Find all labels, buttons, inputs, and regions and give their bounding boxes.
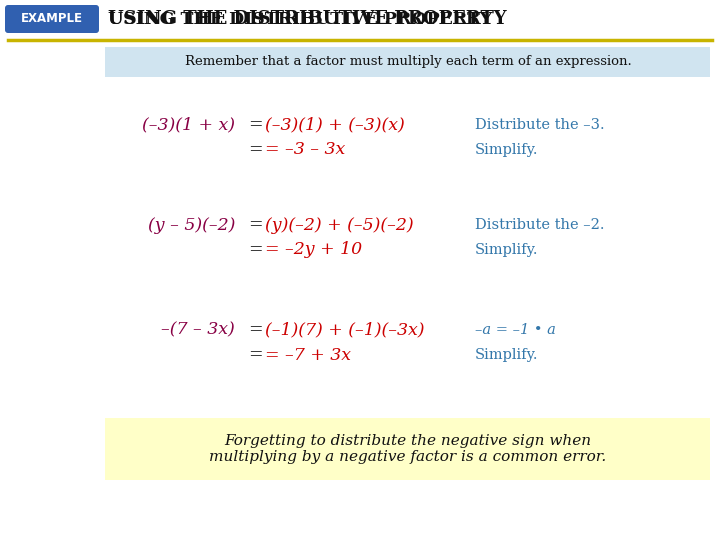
Text: (y – 5)(–2): (y – 5)(–2)	[148, 217, 235, 233]
FancyBboxPatch shape	[5, 5, 99, 33]
Text: =: =	[248, 141, 262, 159]
Text: =: =	[248, 217, 262, 233]
Text: = –2y + 10: = –2y + 10	[265, 241, 362, 259]
Text: =: =	[248, 117, 262, 133]
Text: Distribute the –2.: Distribute the –2.	[475, 218, 605, 232]
Text: Forgetting to distribute the negative sign when
multiplying by a negative factor: Forgetting to distribute the negative si…	[210, 434, 607, 464]
FancyBboxPatch shape	[105, 418, 710, 480]
Text: (–3)(1) + (–3)(x): (–3)(1) + (–3)(x)	[265, 117, 405, 133]
Text: = –7 + 3x: = –7 + 3x	[265, 347, 351, 363]
Text: =: =	[248, 241, 262, 259]
Text: (y)(–2) + (–5)(–2): (y)(–2) + (–5)(–2)	[265, 217, 413, 233]
Text: Simplify.: Simplify.	[475, 348, 539, 362]
Text: (–1)(7) + (–1)(–3x): (–1)(7) + (–1)(–3x)	[265, 321, 425, 339]
FancyBboxPatch shape	[105, 47, 710, 77]
Text: –a = –1 • a: –a = –1 • a	[475, 323, 556, 337]
Text: = –3 – 3x: = –3 – 3x	[265, 141, 346, 159]
Text: =: =	[248, 321, 262, 339]
Text: USING THE DISTRIBUTIVE PROPERTY: USING THE DISTRIBUTIVE PROPERTY	[108, 10, 492, 28]
Text: Distribute the –3.: Distribute the –3.	[475, 118, 605, 132]
Text: Simplify.: Simplify.	[475, 243, 539, 257]
Text: Simplify.: Simplify.	[475, 143, 539, 157]
Text: Remember that a factor must multiply each term of an expression.: Remember that a factor must multiply eac…	[184, 56, 631, 69]
Text: (–3)(1 + x): (–3)(1 + x)	[142, 117, 235, 133]
Text: –(7 – 3x): –(7 – 3x)	[161, 321, 235, 339]
Text: EXAMPLE: EXAMPLE	[21, 12, 83, 25]
Text: USING THE DISTRIBUTIVE PROPERTY: USING THE DISTRIBUTIVE PROPERTY	[108, 10, 507, 28]
Text: =: =	[248, 347, 262, 363]
